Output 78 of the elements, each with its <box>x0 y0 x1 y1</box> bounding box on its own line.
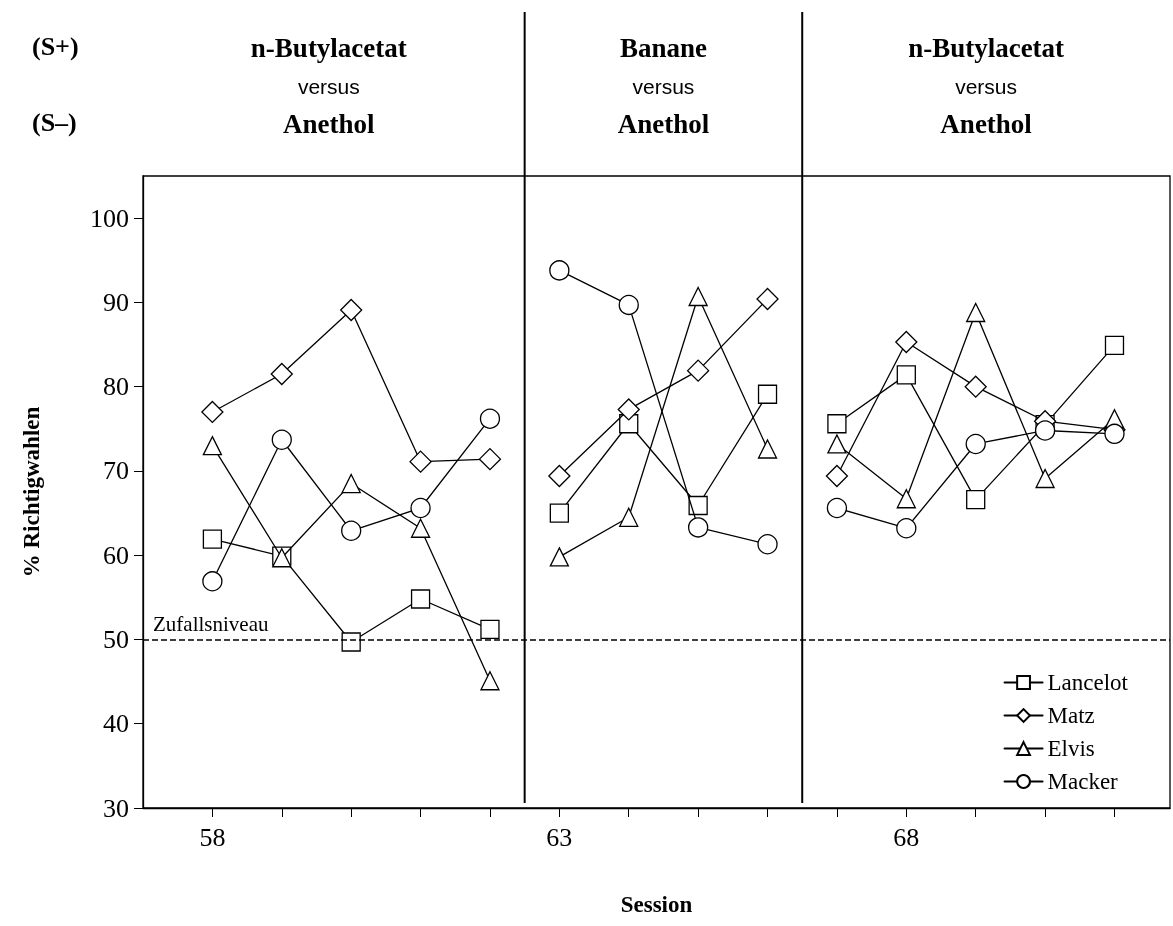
y-tick-label: 50 <box>103 624 129 654</box>
point <box>341 473 361 494</box>
legend-label: Matz <box>1047 703 1095 728</box>
point <box>1034 420 1056 441</box>
text: n-Butylacetat <box>250 33 407 63</box>
point <box>202 436 223 456</box>
y-tick-label: 60 <box>103 540 129 570</box>
point <box>688 495 708 516</box>
point <box>827 414 847 434</box>
point <box>686 359 710 382</box>
point <box>549 503 569 523</box>
y-tick-label: 90 <box>103 287 129 317</box>
point <box>965 433 986 455</box>
point <box>1035 468 1055 489</box>
text: Anethol <box>617 109 710 139</box>
point <box>548 464 571 488</box>
point <box>201 400 224 424</box>
y-tick-label: 30 <box>103 793 129 823</box>
point <box>1104 423 1125 444</box>
point <box>964 375 987 398</box>
legend-label: Macker <box>1047 769 1119 794</box>
point <box>270 362 293 386</box>
point <box>478 447 502 471</box>
text: (S–) <box>32 107 77 137</box>
point <box>410 518 431 538</box>
text: (S+) <box>32 31 79 61</box>
text: versus <box>297 74 360 98</box>
point <box>896 365 916 385</box>
point <box>757 439 778 459</box>
y-axis-title: % Richtigwahlen <box>19 406 44 578</box>
text: Banane <box>619 33 707 63</box>
y-tick-label: 40 <box>103 709 129 739</box>
point <box>410 589 431 609</box>
y-tick-label: 100 <box>90 203 129 233</box>
text: Anethol <box>283 109 376 139</box>
point <box>1104 335 1125 356</box>
y-tick-label: 70 <box>103 456 129 486</box>
x-tick-label: 68 <box>893 822 920 852</box>
point <box>896 518 917 539</box>
point <box>688 517 709 538</box>
point <box>409 450 432 473</box>
x-axis-title: Session <box>620 892 693 917</box>
legend-label: Elvis <box>1047 736 1095 761</box>
point <box>895 330 918 354</box>
point <box>480 671 500 691</box>
point <box>341 632 361 652</box>
point <box>480 619 500 639</box>
point <box>341 520 362 541</box>
point <box>896 489 916 509</box>
point <box>202 529 223 549</box>
point <box>271 429 292 450</box>
point <box>827 434 847 454</box>
point <box>340 298 363 322</box>
text: Anethol <box>940 109 1033 139</box>
point <box>619 507 639 527</box>
point <box>757 534 778 555</box>
point <box>618 294 639 316</box>
text: versus <box>632 74 695 98</box>
x-tick-label: 58 <box>199 822 226 852</box>
y-tick-label: 80 <box>103 372 129 402</box>
point <box>479 408 501 429</box>
legend-label: Lancelot <box>1047 670 1129 695</box>
point <box>966 302 986 323</box>
point <box>757 384 778 404</box>
point <box>825 464 849 488</box>
point <box>756 287 779 311</box>
text: versus <box>955 74 1018 98</box>
point <box>617 398 640 421</box>
point <box>549 547 569 567</box>
x-tick-label: 63 <box>546 822 573 852</box>
point <box>826 497 848 519</box>
point <box>410 497 431 519</box>
point <box>688 286 708 307</box>
text: n-Butylacetat <box>908 33 1065 63</box>
point <box>202 571 223 592</box>
point <box>966 489 986 510</box>
point <box>549 260 570 281</box>
ref-line-label: Zufallsniveau <box>153 611 269 636</box>
